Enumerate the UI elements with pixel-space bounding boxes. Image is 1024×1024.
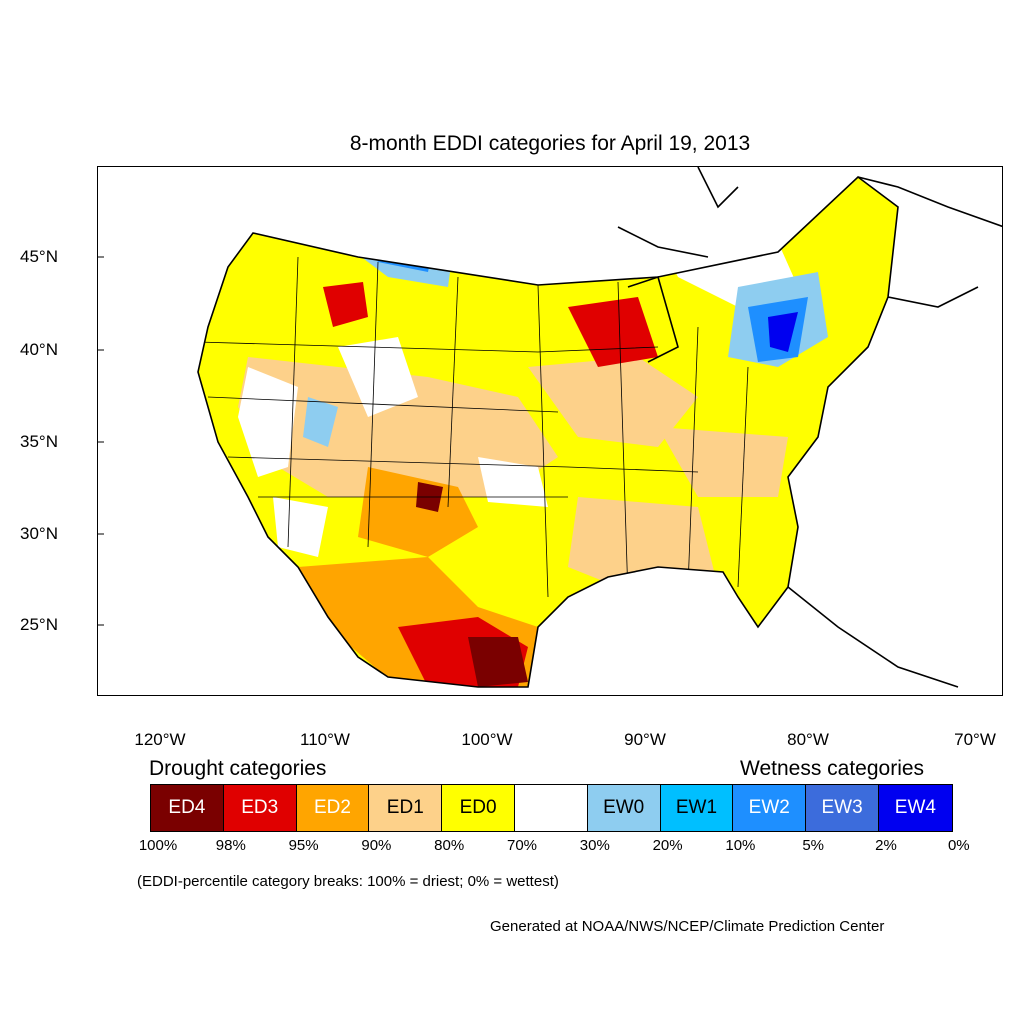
lat-label: 45°N: [20, 247, 58, 266]
lat-label: 35°N: [20, 432, 58, 451]
map-title: 8-month EDDI categories for April 19, 20…: [349, 132, 751, 155]
legend-note: (EDDI-percentile category breaks: 100% =…: [137, 873, 559, 890]
lon-label: 90°W: [624, 730, 666, 749]
legend-cell: [514, 785, 588, 831]
legend-cell: EW0: [587, 785, 661, 831]
drought-heading: Drought categories: [149, 757, 327, 780]
lon-label: 70°W: [954, 730, 996, 749]
legend-break-label: 2%: [875, 837, 897, 854]
lon-label: 100°W: [461, 730, 513, 749]
legend-cell: EW2: [733, 785, 807, 831]
lon-label: 110°W: [300, 730, 350, 749]
state-borders: [198, 256, 749, 598]
legend-break-label: 5%: [802, 837, 825, 854]
lon-label: 80°W: [787, 730, 829, 749]
legend-cell: ED3: [223, 785, 297, 831]
legend-break-label: 0%: [947, 837, 970, 854]
eddi-map: [98, 167, 1002, 688]
lat-label: 30°N: [20, 524, 58, 543]
legend-break-label: 90%: [361, 837, 392, 854]
legend-break-label: 100%: [138, 837, 178, 854]
legend-break-label: 20%: [652, 837, 683, 854]
legend-break-label: 95%: [288, 837, 319, 854]
legend-cell: ED4: [151, 785, 224, 831]
legend-break-label: 70%: [506, 837, 538, 854]
legend-cell: ED0: [442, 785, 515, 831]
legend-break-label: 30%: [579, 837, 610, 854]
legend-break-label: 80%: [434, 837, 465, 854]
lon-label: 120°W: [134, 730, 186, 749]
legend-colorbar: ED4 ED3 ED2 ED1 ED0 EW0 EW1 EW2 EW3 EW4: [150, 784, 953, 832]
legend-break-label: 98%: [215, 837, 246, 854]
coastlines: [617, 167, 1002, 688]
wetness-heading: Wetness categories: [740, 757, 925, 780]
legend-cell: ED2: [296, 785, 370, 831]
legend-cell: EW4: [878, 785, 952, 831]
legend-cell: ED1: [369, 785, 443, 831]
legend-cell: EW3: [806, 785, 879, 831]
category-fill: [198, 177, 898, 687]
credit-line: Generated at NOAA/NWS/NCEP/Climate Predi…: [490, 918, 885, 935]
graticule-ticks: [98, 256, 104, 626]
legend-cell: EW1: [660, 785, 734, 831]
map-panel: [97, 166, 1003, 696]
lat-label: 25°N: [20, 615, 58, 634]
legend-break-label: 10%: [725, 837, 756, 854]
lat-label: 40°N: [20, 340, 58, 359]
